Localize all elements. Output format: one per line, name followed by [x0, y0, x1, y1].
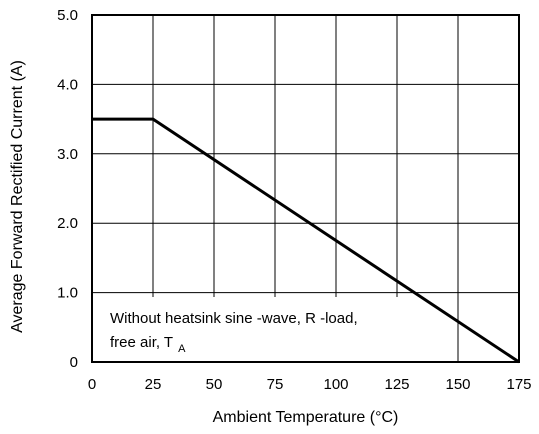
x-tick-label-2: 50 [206, 376, 223, 393]
y-tick-label-5: 5.0 [57, 7, 78, 24]
y-axis-title: Average Forward Rectified Current (A) [9, 60, 26, 333]
annotation-line-2-text: free air, T [110, 334, 173, 351]
x-tick-label-5: 125 [384, 376, 409, 393]
x-tick-labels: 0 25 50 75 100 125 150 175 [88, 376, 532, 393]
x-tick-label-1: 25 [145, 376, 162, 393]
series-0-point-1 [152, 118, 154, 120]
x-tick-label-7: 175 [506, 376, 531, 393]
y-tick-label-0: 0 [70, 354, 78, 371]
x-axis-title: Ambient Temperature (°C) [213, 409, 399, 426]
annotation-subscript: A [178, 343, 186, 355]
annotation-line-2: free air, T A [110, 334, 186, 355]
y-tick-labels: 0 1.0 2.0 3.0 4.0 5.0 [57, 7, 78, 371]
x-tick-label-4: 100 [323, 376, 348, 393]
y-tick-label-2: 2.0 [57, 215, 78, 232]
grid [92, 15, 519, 362]
x-tick-label-6: 150 [445, 376, 470, 393]
y-tick-label-3: 3.0 [57, 146, 78, 163]
x-tick-label-3: 75 [267, 376, 284, 393]
y-tick-label-1: 1.0 [57, 285, 78, 302]
plot-frame [91, 14, 520, 363]
annotation: Without heatsink sine -wave, R -load, fr… [110, 310, 358, 355]
x-tick-label-0: 0 [88, 376, 96, 393]
annotation-box [93, 297, 433, 361]
annotation-line-1: Without heatsink sine -wave, R -load, [110, 310, 358, 327]
y-tick-label-4: 4.0 [57, 76, 78, 93]
